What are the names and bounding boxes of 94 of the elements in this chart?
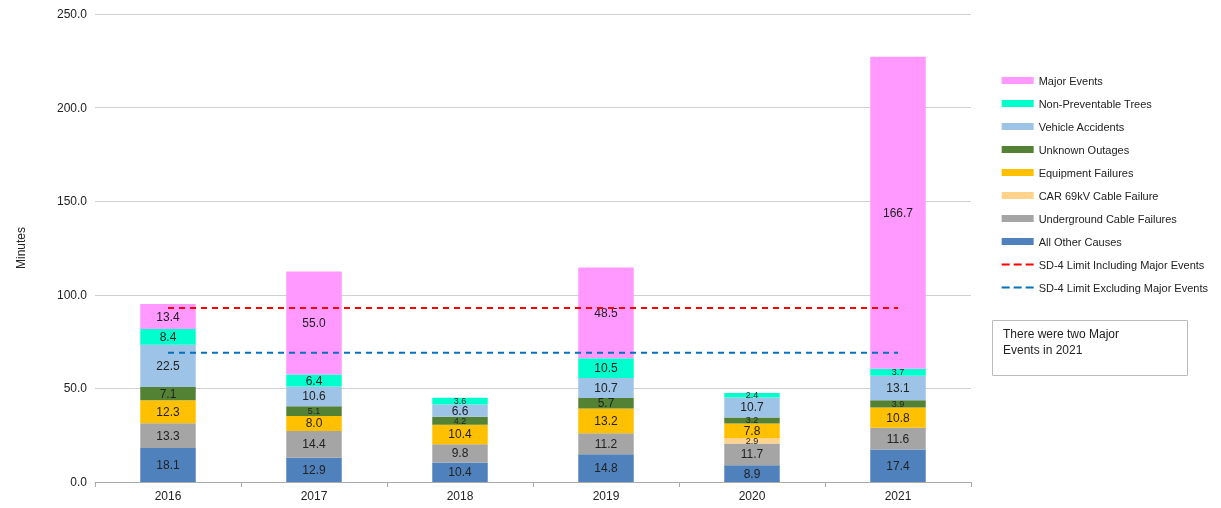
data-label: 6.4: [305, 373, 323, 388]
text: There were two Major Events in 2021: [1003, 327, 1123, 357]
y-tick-label: 0.0: [70, 475, 88, 489]
y-tick-label: 100.0: [56, 287, 88, 302]
data-label: 13.3: [156, 428, 180, 443]
legend-label: Equipment Failures: [1038, 166, 1134, 179]
bar: [140, 329, 196, 345]
data-label: 9.8: [451, 446, 469, 461]
bar: [432, 416, 488, 425]
bar: [724, 465, 780, 482]
bar: [870, 375, 926, 401]
bar: [578, 267, 634, 359]
data-label: 8.4: [159, 329, 177, 344]
data-label: 7.8: [743, 423, 761, 438]
bar: [140, 423, 196, 449]
data-label: 2.9: [745, 435, 759, 446]
x-tick-label: 2019: [592, 489, 620, 503]
bar: [578, 454, 634, 482]
data-label: 17.4: [886, 458, 910, 473]
y-axis-title: Minutes: [14, 226, 28, 270]
data-label: 13.4: [156, 309, 180, 324]
bar: [578, 358, 634, 378]
data-label: 22.5: [156, 358, 180, 373]
bar: [140, 303, 196, 330]
x-tick-label: 2016: [154, 489, 182, 503]
bar: [286, 430, 342, 458]
data-label: 2.4: [745, 390, 759, 401]
data-label: 10.6: [302, 389, 326, 404]
data-label: 5.1: [307, 406, 321, 417]
y-tick-label: 200.0: [56, 100, 88, 115]
x-tick-label: 2017: [300, 489, 328, 503]
bar: [578, 397, 634, 409]
data-label: 14.8: [594, 461, 618, 476]
data-label: 11.6: [886, 431, 910, 446]
bar: [432, 404, 488, 417]
data-label: 8.0: [305, 416, 323, 431]
data-label: 5.7: [597, 396, 615, 411]
legend-label: Vehicle Accidents: [1038, 120, 1125, 133]
data-label: 12.3: [156, 404, 180, 419]
bar: [140, 344, 196, 387]
bar: [140, 448, 196, 482]
legend-label: Non-Preventable Trees: [1038, 97, 1153, 110]
data-label: 7.1: [159, 386, 177, 401]
bar: [870, 407, 926, 428]
y-tick-label: 250.0: [56, 7, 88, 21]
bar: [286, 457, 342, 482]
x-tick-label: 2020: [738, 489, 766, 503]
data-label: 3.7: [891, 367, 905, 378]
bar: [578, 408, 634, 434]
data-label: 10.7: [594, 380, 618, 395]
data-label: 4.2: [453, 415, 467, 426]
data-label: 11.2: [594, 436, 618, 451]
y-tick-label: 50.0: [63, 381, 88, 396]
data-label: 11.7: [740, 447, 764, 462]
bar: [870, 368, 926, 376]
data-label: 13.1: [886, 380, 910, 395]
data-label: 166.7: [882, 205, 914, 220]
bar: [724, 443, 780, 466]
data-label: 14.4: [302, 437, 326, 452]
bar: [140, 386, 196, 401]
data-label: 10.7: [740, 400, 764, 415]
data-label: 55.0: [302, 316, 326, 331]
bar: [286, 271, 342, 375]
legend-label: Unknown Outages: [1038, 143, 1130, 156]
data-label: 8.9: [743, 466, 761, 481]
bar: [286, 415, 342, 431]
legend-label: SD-4 Limit Excluding Major Events: [1038, 281, 1209, 294]
data-label: 10.8: [886, 410, 910, 425]
bar: [578, 377, 634, 398]
x-tick-label: 2021: [884, 489, 912, 503]
data-label: 13.2: [594, 413, 618, 428]
data-label: 10.5: [594, 361, 618, 376]
bar: [724, 397, 780, 418]
bar: [870, 56, 926, 369]
data-label: 18.1: [156, 458, 180, 473]
data-label: 3.2: [745, 415, 759, 426]
legend-label: All Other Causes: [1038, 235, 1123, 248]
bar: [286, 406, 342, 416]
data-label: 10.4: [448, 465, 472, 480]
y-tick-label: 150.0: [56, 194, 88, 209]
legend-label: Major Events: [1038, 74, 1104, 87]
legend-label: CAR 69kV Cable Failure: [1038, 189, 1159, 202]
x-tick-label: 2018: [446, 489, 474, 503]
bar: [140, 400, 196, 424]
bar: [578, 433, 634, 455]
bar: [432, 444, 488, 463]
data-label: 12.9: [302, 462, 326, 477]
legend-label: Underground Cable Failures: [1038, 212, 1178, 225]
bar: [724, 423, 780, 439]
bar: [870, 449, 926, 482]
legend-label: SD-4 Limit Including Major Events: [1038, 258, 1205, 271]
data-label: 48.5: [594, 305, 618, 320]
data-label: 10.4: [448, 427, 472, 442]
data-label: 3.9: [891, 398, 905, 409]
